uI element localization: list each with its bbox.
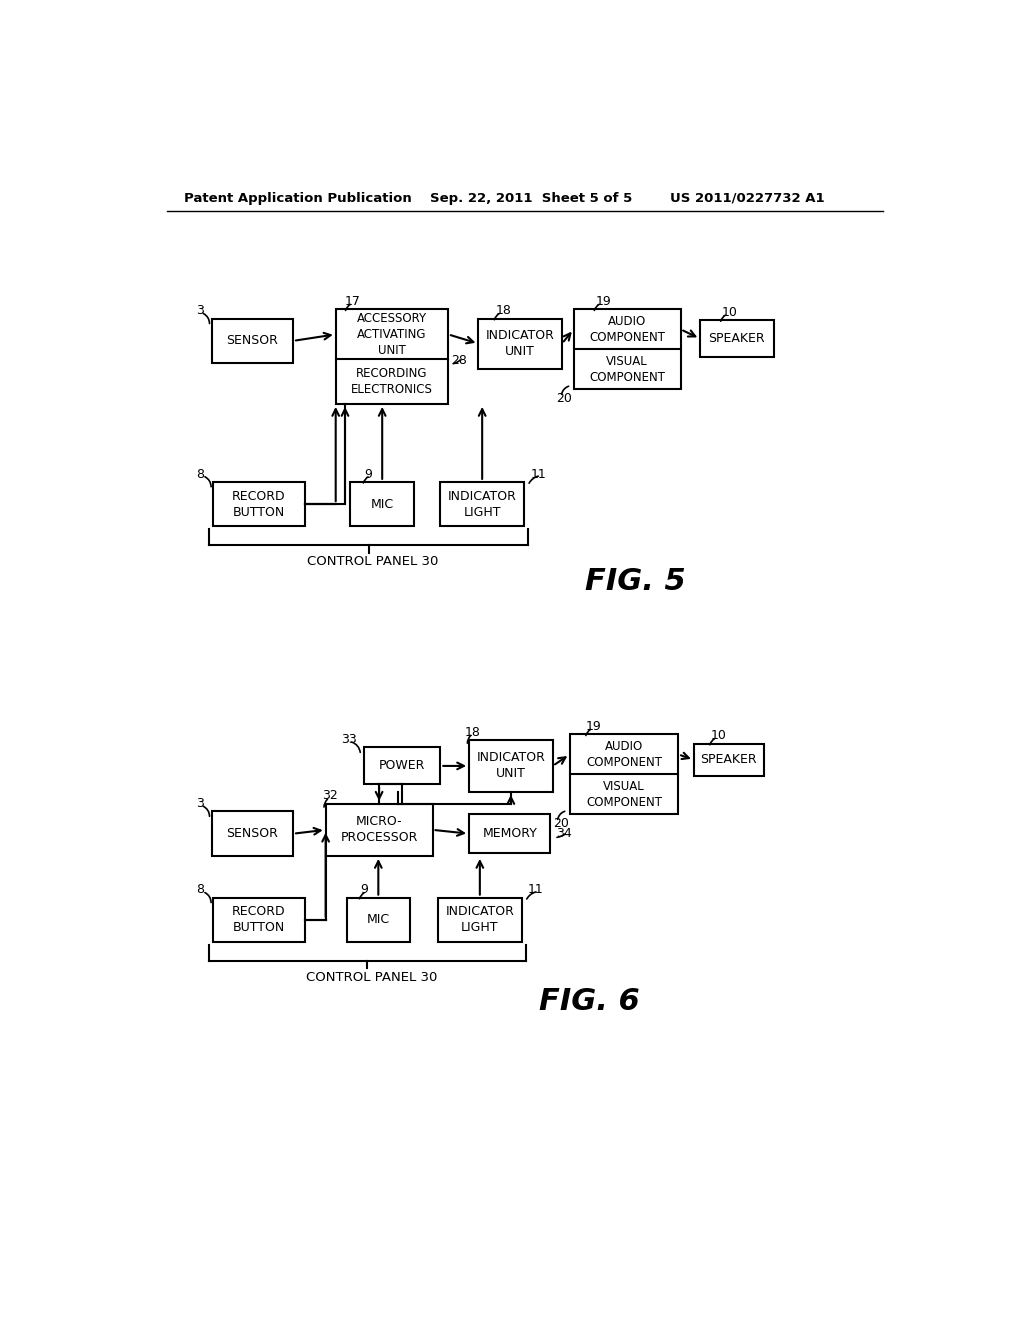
Text: INDICATOR
UNIT: INDICATOR UNIT [485, 329, 555, 358]
Bar [440, 482, 524, 527]
Text: 17: 17 [345, 296, 360, 308]
Text: SENSOR: SENSOR [226, 334, 279, 347]
Bar [469, 739, 553, 792]
Text: 20: 20 [557, 392, 572, 405]
Text: 10: 10 [711, 730, 727, 742]
Text: CONTROL PANEL 30: CONTROL PANEL 30 [307, 556, 438, 569]
Text: RECORDING
ELECTRONICS: RECORDING ELECTRONICS [351, 367, 433, 396]
Text: VISUAL
COMPONENT: VISUAL COMPONENT [586, 780, 662, 809]
Text: POWER: POWER [379, 759, 426, 772]
Text: MIC: MIC [367, 913, 390, 927]
Text: 8: 8 [197, 883, 204, 896]
Text: MEMORY: MEMORY [482, 828, 538, 841]
Bar [569, 734, 678, 814]
Text: VISUAL
COMPONENT: VISUAL COMPONENT [589, 355, 666, 384]
Text: INDICATOR
LIGHT: INDICATOR LIGHT [447, 490, 517, 519]
Text: 11: 11 [528, 883, 544, 896]
Text: SENSOR: SENSOR [226, 828, 279, 841]
Bar [478, 318, 562, 368]
Text: CONTROL PANEL 30: CONTROL PANEL 30 [305, 972, 437, 985]
Bar [212, 318, 293, 363]
Text: US 2011/0227732 A1: US 2011/0227732 A1 [671, 191, 825, 205]
Text: 19: 19 [595, 296, 611, 308]
Bar [469, 814, 550, 853]
Text: 28: 28 [452, 354, 467, 367]
Bar [438, 898, 521, 942]
Text: FIG. 6: FIG. 6 [539, 987, 640, 1016]
Bar [365, 747, 440, 784]
Text: ACCESSORY
ACTIVATING
UNIT: ACCESSORY ACTIVATING UNIT [356, 312, 427, 356]
Bar [212, 812, 293, 857]
Text: 3: 3 [197, 797, 204, 810]
Text: FIG. 5: FIG. 5 [586, 568, 686, 597]
Text: INDICATOR
LIGHT: INDICATOR LIGHT [445, 906, 514, 935]
Text: SPEAKER: SPEAKER [709, 333, 765, 345]
Text: 19: 19 [586, 721, 601, 733]
Bar [700, 321, 773, 358]
Text: Sep. 22, 2011  Sheet 5 of 5: Sep. 22, 2011 Sheet 5 of 5 [430, 191, 633, 205]
Text: AUDIO
COMPONENT: AUDIO COMPONENT [586, 741, 662, 768]
Text: 32: 32 [322, 789, 338, 803]
Text: AUDIO
COMPONENT: AUDIO COMPONENT [589, 315, 666, 343]
Bar [573, 309, 681, 389]
Text: 18: 18 [465, 726, 481, 739]
Bar [326, 804, 432, 857]
Text: RECORD
BUTTON: RECORD BUTTON [232, 490, 286, 519]
Text: Patent Application Publication: Patent Application Publication [183, 191, 412, 205]
Text: 34: 34 [557, 828, 572, 841]
Bar [693, 743, 764, 776]
Text: 20: 20 [553, 817, 568, 830]
Bar [213, 482, 305, 527]
Text: 9: 9 [360, 883, 369, 896]
Text: 18: 18 [496, 305, 511, 317]
Text: MICRO-
PROCESSOR: MICRO- PROCESSOR [340, 816, 418, 845]
Text: 33: 33 [341, 733, 357, 746]
Text: 3: 3 [197, 305, 204, 317]
Text: 8: 8 [197, 467, 204, 480]
Text: MIC: MIC [371, 498, 394, 511]
Bar [213, 898, 305, 942]
Text: SPEAKER: SPEAKER [700, 754, 757, 767]
Text: 9: 9 [365, 467, 373, 480]
Bar [346, 898, 410, 942]
Bar [350, 482, 414, 527]
Text: INDICATOR
UNIT: INDICATOR UNIT [476, 751, 546, 780]
Bar [336, 309, 449, 404]
Text: 11: 11 [530, 467, 546, 480]
Text: RECORD
BUTTON: RECORD BUTTON [232, 906, 286, 935]
Text: 10: 10 [722, 306, 737, 319]
